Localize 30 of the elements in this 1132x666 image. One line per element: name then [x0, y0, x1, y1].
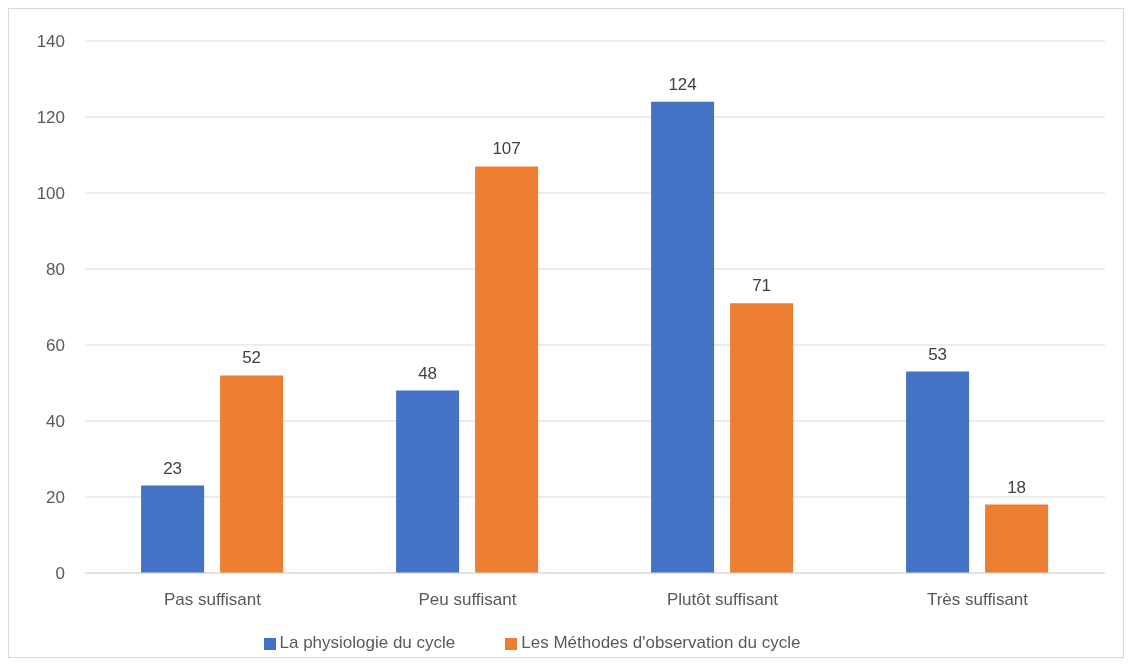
data-label: 52 [242, 348, 262, 368]
bar [651, 101, 715, 573]
y-tick-label: 100 [36, 184, 65, 204]
y-tick-label: 120 [36, 108, 65, 128]
bar [730, 303, 794, 573]
bar [396, 390, 460, 573]
legend-label: Les Méthodes d'observation du cycle [521, 633, 801, 652]
bar [220, 375, 284, 573]
data-label: 53 [928, 344, 948, 364]
y-tick-label: 0 [55, 564, 65, 584]
data-label: 124 [668, 74, 697, 94]
y-tick-label: 40 [46, 412, 65, 432]
bar [475, 166, 539, 573]
bar [141, 485, 205, 573]
data-label: 48 [418, 363, 438, 383]
x-tick-label: Très suffisant [926, 590, 1029, 610]
data-label: 107 [492, 139, 521, 159]
y-tick-label: 20 [46, 488, 65, 508]
legend-label: La physiologie du cycle [279, 633, 456, 652]
y-tick-label: 80 [46, 260, 65, 280]
x-tick-label: Plutôt suffisant [666, 590, 779, 610]
data-label: 23 [163, 458, 183, 478]
bar [985, 504, 1049, 573]
y-tick-label: 60 [46, 336, 65, 356]
x-tick-label: Peu suffisant [418, 590, 517, 610]
y-tick-label: 140 [36, 32, 65, 52]
data-label: 18 [1007, 477, 1027, 497]
bar [906, 371, 970, 573]
x-tick-label: Pas suffisant [163, 590, 262, 610]
data-label: 71 [752, 276, 772, 296]
